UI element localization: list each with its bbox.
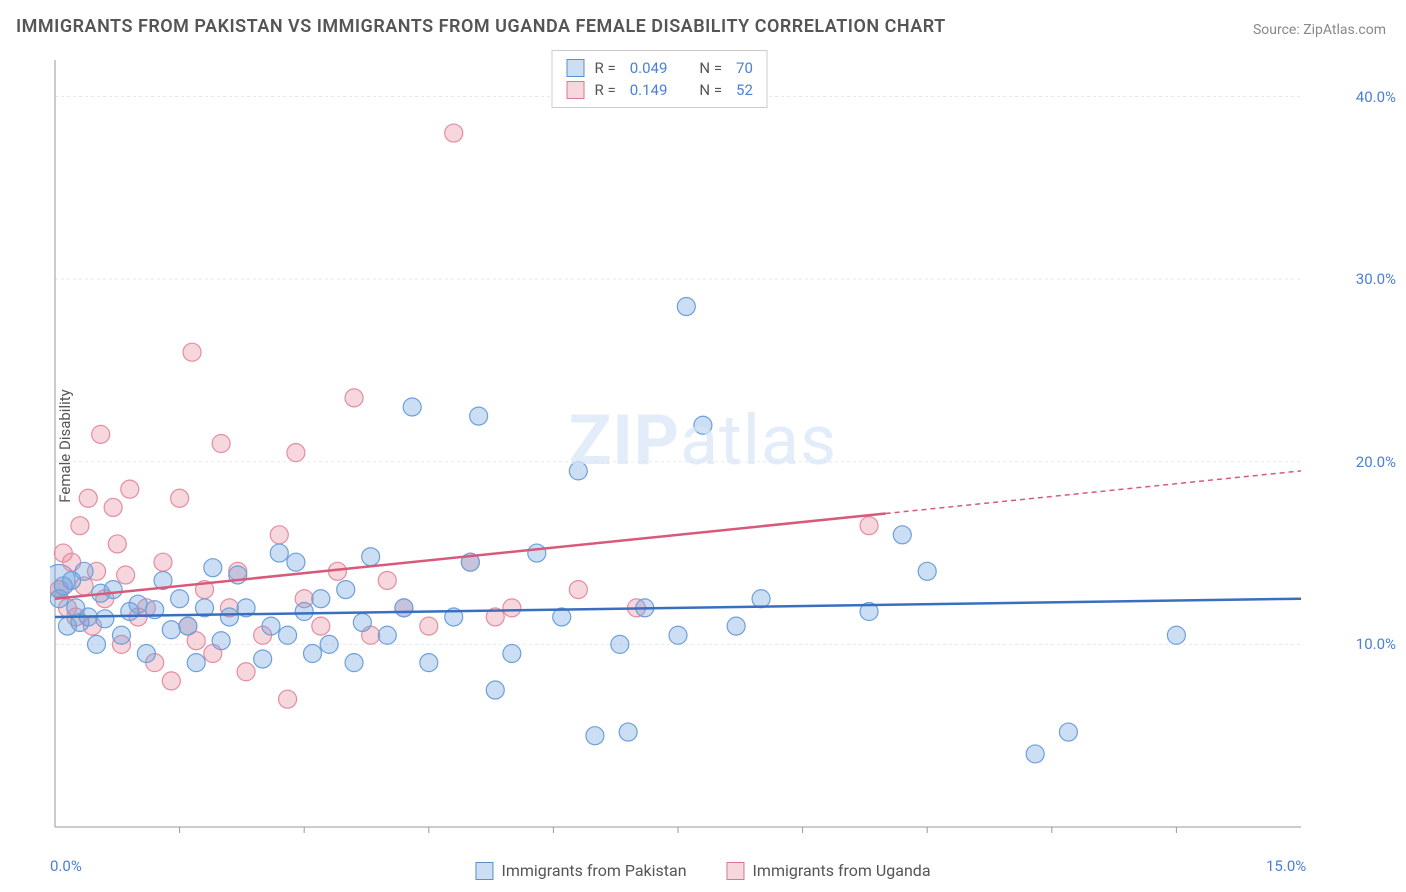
series-legend: Immigrants from Pakistan Immigrants from… [475,861,930,880]
r-label: R = [595,81,616,99]
n-label: N = [699,59,722,77]
series-name: Immigrants from Uganda [753,861,931,880]
r-value: 0.149 [630,81,668,99]
swatch-icon [567,81,585,99]
scatter-plot [50,50,1356,847]
source-label: Source: ZipAtlas.com [1253,22,1386,38]
chart-container: IMMIGRANTS FROM PAKISTAN VS IMMIGRANTS F… [0,0,1406,892]
n-label: N = [699,81,722,99]
correlation-legend: R = 0.049 N = 70 R = 0.149 N = 52 [552,50,768,108]
legend-item: Immigrants from Uganda [727,861,931,880]
swatch-icon [727,862,745,880]
chart-title: IMMIGRANTS FROM PAKISTAN VS IMMIGRANTS F… [16,16,946,37]
series-name: Immigrants from Pakistan [501,861,686,880]
x-tick-label: 0.0% [50,857,82,875]
x-tick-label: 15.0% [1266,857,1306,875]
n-value: 70 [736,59,753,77]
y-tick-label: 30.0% [1356,270,1396,288]
n-value: 52 [736,81,753,99]
swatch-icon [567,59,585,77]
r-label: R = [595,59,616,77]
legend-item: Immigrants from Pakistan [475,861,686,880]
y-tick-label: 40.0% [1356,88,1396,106]
r-value: 0.049 [630,59,668,77]
swatch-icon [475,862,493,880]
plot-area: ZIPatlas R = 0.049 N = 70 R = 0.149 N = … [50,50,1356,847]
y-tick-label: 10.0% [1356,635,1396,653]
y-tick-label: 20.0% [1356,453,1396,471]
legend-row: R = 0.149 N = 52 [567,79,753,101]
legend-row: R = 0.049 N = 70 [567,57,753,79]
